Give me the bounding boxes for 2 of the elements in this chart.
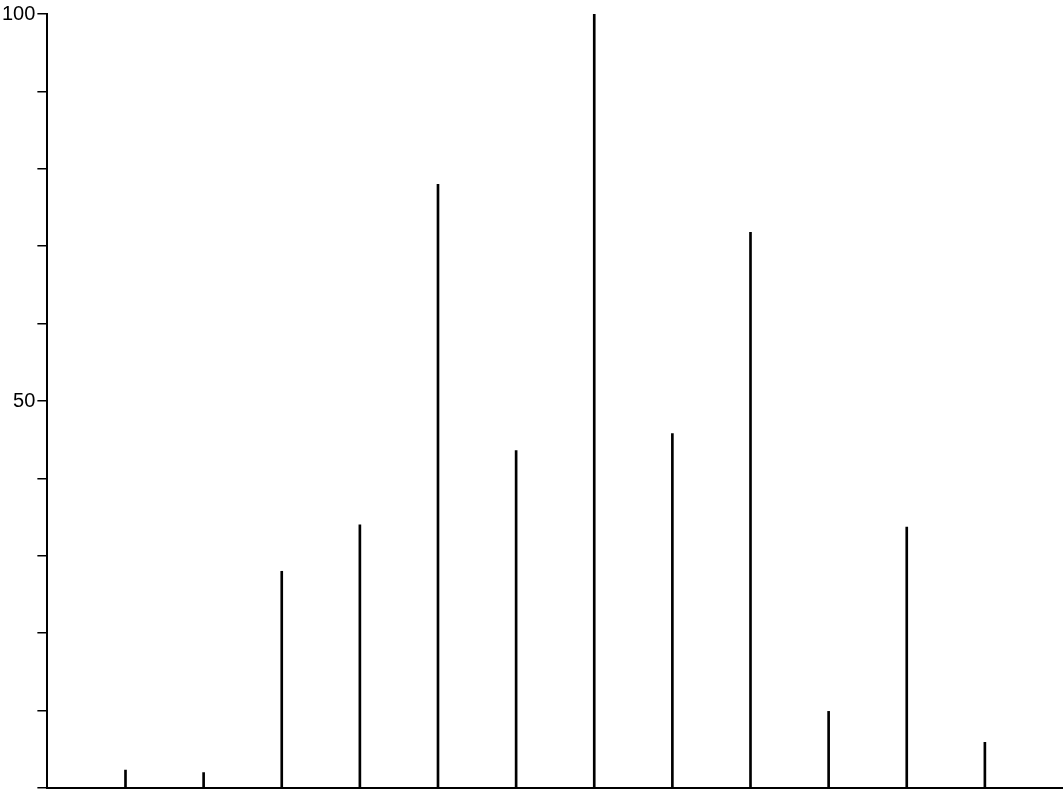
y-tick-label: 100: [1, 1, 36, 24]
y-tick-label: 50: [13, 388, 36, 411]
